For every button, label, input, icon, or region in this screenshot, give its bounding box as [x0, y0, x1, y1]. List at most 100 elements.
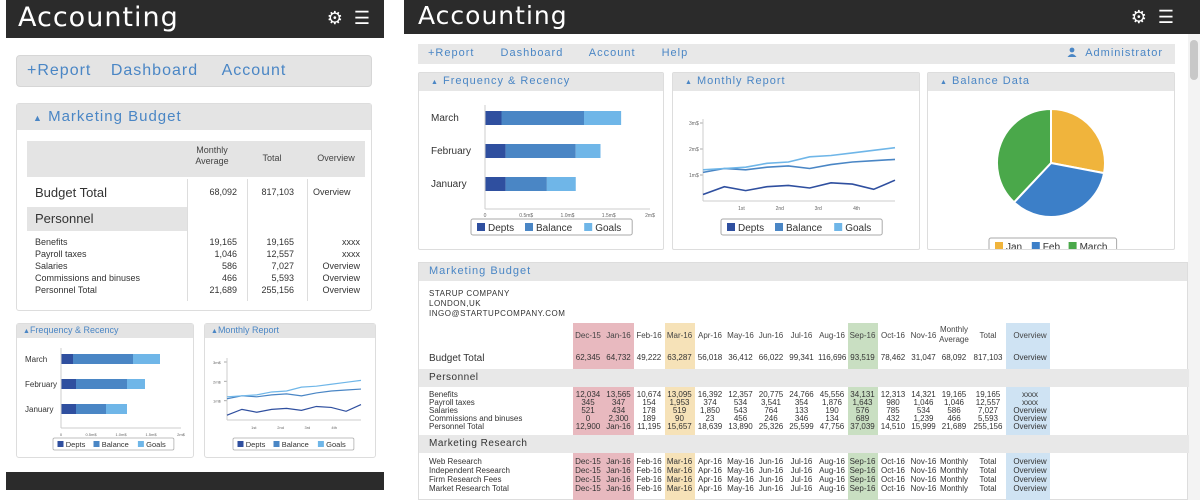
cell: Monthly	[939, 475, 968, 484]
panel-header[interactable]: ▲ Marketing Budget	[17, 104, 371, 130]
highlight-column	[847, 323, 878, 500]
cell[interactable]: xxxx	[1022, 390, 1038, 399]
tick-label: 1.0m$	[115, 432, 127, 437]
admin-menu[interactable]: Administrator	[1067, 47, 1163, 59]
scrollbar[interactable]	[1188, 34, 1200, 500]
cell[interactable]: Overview	[1013, 414, 1047, 423]
nav-account[interactable]: Account	[588, 47, 636, 59]
cell: 764	[764, 406, 778, 415]
panel-title[interactable]: Marketing Budget	[419, 263, 1187, 281]
panel-header[interactable]: ▲ Balance Data	[928, 73, 1174, 91]
row-label: Budget Total	[429, 353, 485, 364]
cell[interactable]: Overview	[1013, 475, 1047, 484]
category-label: February	[25, 380, 57, 389]
cell: Oct-16	[880, 484, 905, 493]
cell[interactable]: Overview	[1013, 422, 1047, 431]
table-header: Monthly Average Total Overview	[27, 141, 365, 177]
cell: Feb-16	[636, 475, 662, 484]
x-tick-label: 3rd	[305, 425, 311, 430]
col-jun-16: Jun-16	[758, 331, 784, 340]
cell[interactable]: xxxx	[1022, 398, 1038, 407]
nav-dashboard[interactable]: Dashboard	[110, 62, 199, 79]
cell: 78,462	[880, 353, 906, 362]
cell: 36,412	[728, 353, 753, 362]
cell: 62,345	[575, 353, 601, 362]
col-overview: Overview	[317, 153, 355, 163]
cell[interactable]: xxxx	[342, 237, 360, 247]
cell: 18,639	[697, 422, 723, 431]
cell[interactable]: Overview	[313, 187, 351, 197]
cell[interactable]: Overview	[1013, 457, 1047, 466]
gear-icon[interactable]: ⚙	[326, 8, 343, 28]
col-total: Total	[262, 153, 282, 163]
row-label: Salaries	[429, 406, 458, 415]
cell: 521	[581, 406, 595, 415]
chart-legend: Depts Balance Goals	[720, 218, 883, 236]
col-overview: Overview	[1013, 331, 1047, 340]
table-row: Salaries 586 7,027 Overview	[27, 261, 365, 273]
nav-report[interactable]: +Report	[428, 47, 475, 59]
cell: 432	[886, 414, 900, 423]
cell: 1,850	[699, 406, 721, 415]
cell[interactable]: Overview	[1013, 406, 1047, 415]
gear-icon[interactable]: ⚙	[1130, 7, 1147, 27]
cell: Mar-16	[666, 457, 693, 466]
legend-label: Depts	[488, 223, 514, 234]
nav-help[interactable]: Help	[661, 47, 689, 59]
hamburger-icon[interactable]: ☰	[1157, 7, 1174, 27]
cell[interactable]: Overview	[1013, 466, 1047, 475]
caret-up-icon: ▲	[211, 328, 218, 335]
x-tick-label: 1st	[251, 425, 257, 430]
cell[interactable]: Overview	[322, 261, 360, 271]
panel-title: Monthly Report	[697, 75, 786, 87]
panel-header[interactable]: ▲ Frequency & Recency	[419, 73, 663, 91]
cell[interactable]: xxxx	[342, 249, 360, 259]
highlight-column	[1006, 323, 1050, 500]
cell[interactable]: Overview	[322, 285, 360, 295]
cell[interactable]: Overview	[1013, 353, 1047, 362]
cell[interactable]: Overview	[322, 273, 360, 283]
cell: 456	[733, 414, 748, 423]
mobile-budget-panel: ▲ Marketing Budget Monthly Average Total…	[16, 103, 372, 311]
col-jan-16: Jan-16	[606, 331, 631, 340]
legend-label: Balance	[282, 440, 309, 449]
hamburger-icon[interactable]: ☰	[353, 8, 370, 28]
cell: 434	[611, 406, 626, 415]
cell: 93,519	[850, 353, 875, 362]
scrollbar-thumb[interactable]	[1190, 40, 1198, 80]
col-monthly-average: Monthly Average	[939, 325, 969, 344]
nav-account[interactable]: Account	[221, 62, 287, 79]
cell: 19,165	[975, 390, 1001, 399]
cell: 586	[221, 261, 237, 271]
user-icon	[1067, 47, 1077, 57]
legend-swatch	[237, 441, 244, 447]
cell: 99,341	[789, 353, 814, 362]
cell: 56,018	[697, 353, 723, 362]
nav-report[interactable]: +Report	[27, 62, 92, 79]
panel-header[interactable]: ▲Frequency & Recency	[17, 324, 193, 338]
cell: Jan-16	[606, 422, 631, 431]
tick-label: 0	[60, 432, 63, 437]
tick-label: 0.5m$	[519, 213, 533, 219]
panel-header[interactable]: ▲ Monthly Report	[673, 73, 919, 91]
legend-label: Feb	[1043, 242, 1061, 249]
cell: Jul-16	[790, 475, 813, 484]
col-apr-16: Apr-16	[697, 331, 722, 340]
cell: 255,156	[261, 285, 294, 295]
caret-up-icon: ▲	[23, 328, 30, 335]
cell[interactable]: Overview	[1013, 484, 1047, 493]
cell: May-16	[727, 475, 754, 484]
cell: 980	[886, 398, 900, 407]
nav-dashboard[interactable]: Dashboard	[500, 47, 564, 59]
legend-label: Goals	[595, 223, 621, 234]
legend-swatch	[137, 441, 144, 447]
tick-label: 2m$	[177, 432, 186, 437]
cell: 47,756	[819, 422, 845, 431]
cell: 10,674	[636, 390, 662, 399]
cell: 178	[642, 406, 656, 415]
cell: 68,092	[941, 353, 967, 362]
panel-header[interactable]: ▲Monthly Report	[205, 324, 375, 338]
cell: May-16	[727, 466, 754, 475]
